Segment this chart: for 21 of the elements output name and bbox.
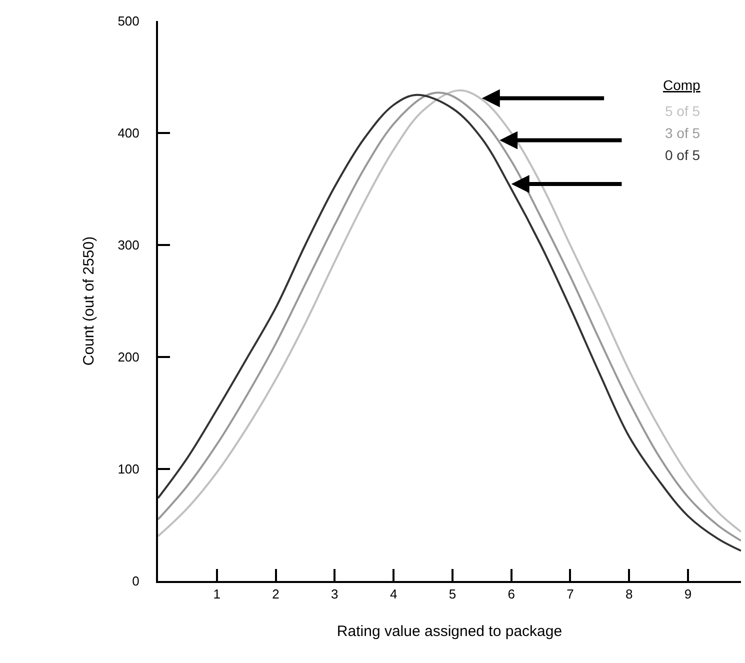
x-tick-label: 9 (684, 586, 692, 602)
y-tick-label: 500 (118, 14, 140, 29)
legend-title: Comp (663, 77, 701, 93)
x-tick-label: 7 (566, 586, 574, 602)
x-tick-label: 3 (331, 586, 338, 602)
x-tick-label: 8 (625, 586, 633, 602)
x-tick-label: 2 (272, 586, 280, 602)
y-tick-label: 300 (118, 238, 140, 253)
x-tick-label: 6 (508, 586, 515, 602)
x-tick-label: 4 (390, 586, 398, 602)
x-tick-label: 1 (213, 586, 221, 602)
x-tick-label: 5 (448, 586, 456, 602)
y-axis-title: Count (out of 2550) (80, 236, 98, 366)
text: 3 of 5 (665, 125, 700, 141)
y-tick-label: 200 (118, 350, 140, 365)
text: 0 of 5 (665, 147, 700, 163)
x-axis-title: Rating value assigned to package (336, 623, 562, 640)
y-tick-label: 0 (132, 574, 140, 589)
y-tick-label: 100 (118, 462, 140, 477)
text: 5 of 5 (665, 103, 700, 119)
y-tick-label: 400 (118, 126, 140, 141)
